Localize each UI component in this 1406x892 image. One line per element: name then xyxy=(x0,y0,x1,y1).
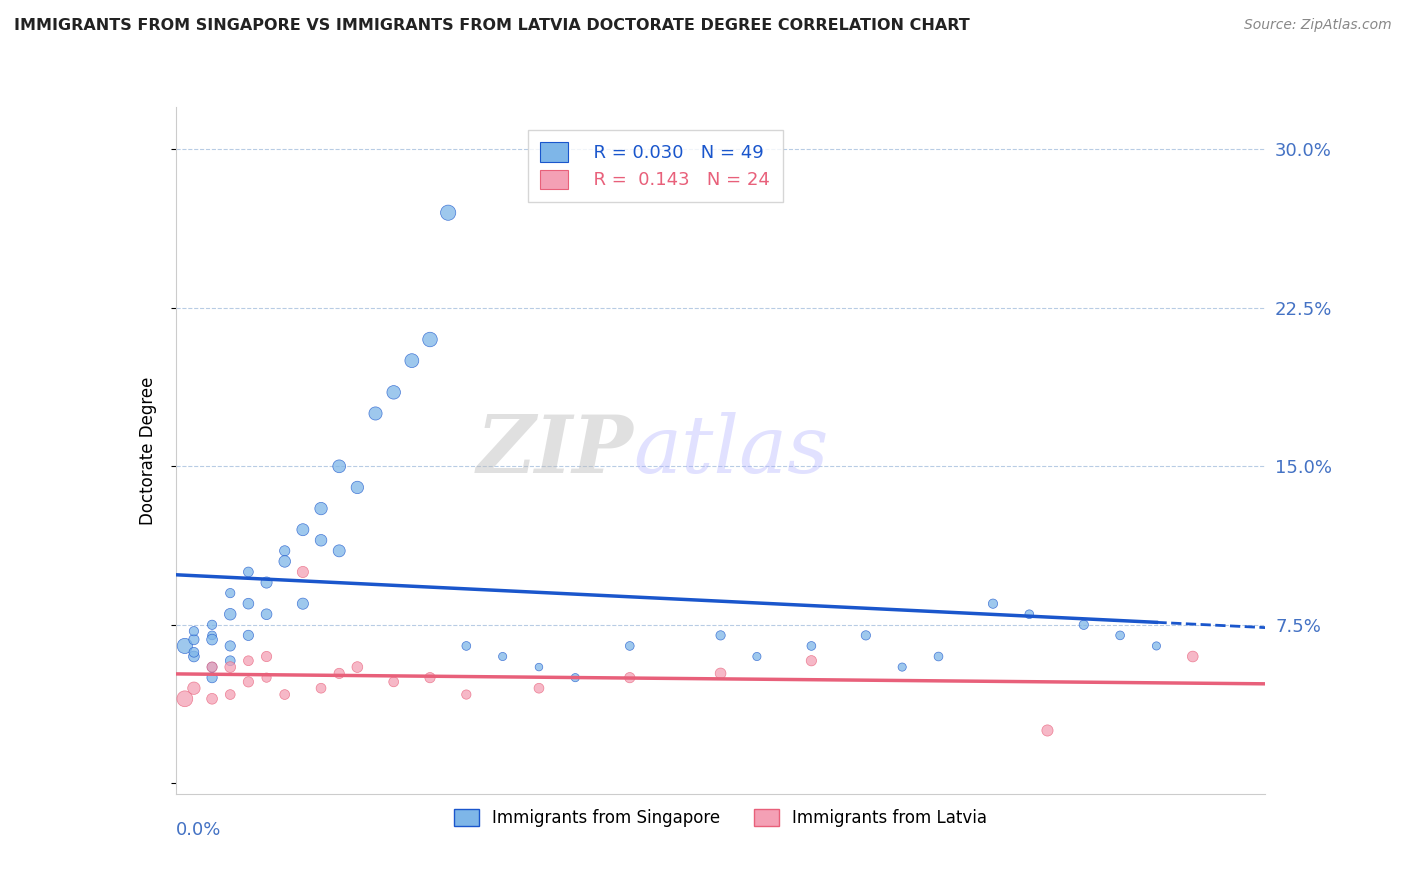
Point xyxy=(928,649,950,664)
Point xyxy=(1018,607,1040,622)
Point xyxy=(274,544,297,558)
Point xyxy=(219,639,242,653)
Text: IMMIGRANTS FROM SINGAPORE VS IMMIGRANTS FROM LATVIA DOCTORATE DEGREE CORRELATION: IMMIGRANTS FROM SINGAPORE VS IMMIGRANTS … xyxy=(14,18,970,33)
Point xyxy=(527,681,550,696)
Point xyxy=(201,691,224,706)
Point xyxy=(346,660,368,674)
Point xyxy=(183,645,205,659)
Point xyxy=(419,671,441,685)
Point xyxy=(201,671,224,685)
Point xyxy=(238,565,260,579)
Point xyxy=(456,639,478,653)
Point xyxy=(710,666,733,681)
Point xyxy=(456,688,478,702)
Point xyxy=(346,480,368,494)
Point xyxy=(309,501,332,516)
Point xyxy=(1073,617,1095,632)
Point xyxy=(1181,649,1204,664)
Point xyxy=(564,671,586,685)
Legend: Immigrants from Singapore, Immigrants from Latvia: Immigrants from Singapore, Immigrants fr… xyxy=(447,802,994,834)
Point xyxy=(201,632,224,647)
Point xyxy=(274,554,297,568)
Text: 0.0%: 0.0% xyxy=(176,822,221,839)
Point xyxy=(256,649,278,664)
Point xyxy=(183,632,205,647)
Point xyxy=(183,624,205,639)
Point xyxy=(201,660,224,674)
Point xyxy=(619,639,641,653)
Point xyxy=(183,649,205,664)
Point xyxy=(382,385,405,400)
Point xyxy=(382,674,405,689)
Point xyxy=(891,660,914,674)
Point xyxy=(219,688,242,702)
Point xyxy=(173,691,195,706)
Point xyxy=(437,205,460,219)
Point xyxy=(291,523,314,537)
Point xyxy=(1146,639,1168,653)
Point xyxy=(274,688,297,702)
Point xyxy=(855,628,877,642)
Point xyxy=(401,353,423,368)
Point xyxy=(291,597,314,611)
Point xyxy=(710,628,733,642)
Text: atlas: atlas xyxy=(633,412,828,489)
Point xyxy=(419,333,441,347)
Point xyxy=(173,639,195,653)
Point xyxy=(1036,723,1059,738)
Point xyxy=(309,681,332,696)
Point xyxy=(219,660,242,674)
Point xyxy=(745,649,768,664)
Point xyxy=(1109,628,1132,642)
Point xyxy=(492,649,515,664)
Y-axis label: Doctorate Degree: Doctorate Degree xyxy=(139,376,157,524)
Point xyxy=(800,639,823,653)
Point xyxy=(219,586,242,600)
Point xyxy=(527,660,550,674)
Point xyxy=(619,671,641,685)
Text: ZIP: ZIP xyxy=(477,412,633,489)
Point xyxy=(328,666,350,681)
Point xyxy=(238,597,260,611)
Point xyxy=(238,674,260,689)
Point xyxy=(256,575,278,590)
Point xyxy=(291,565,314,579)
Point xyxy=(328,459,350,474)
Point xyxy=(328,544,350,558)
Point xyxy=(800,654,823,668)
Point xyxy=(256,671,278,685)
Point xyxy=(219,654,242,668)
Point xyxy=(981,597,1004,611)
Point xyxy=(238,628,260,642)
Point xyxy=(201,660,224,674)
Point xyxy=(309,533,332,548)
Point xyxy=(256,607,278,622)
Point xyxy=(201,628,224,642)
Text: Source: ZipAtlas.com: Source: ZipAtlas.com xyxy=(1244,18,1392,32)
Point xyxy=(219,607,242,622)
Point xyxy=(183,681,205,696)
Point xyxy=(201,617,224,632)
Point xyxy=(364,407,387,421)
Point xyxy=(238,654,260,668)
